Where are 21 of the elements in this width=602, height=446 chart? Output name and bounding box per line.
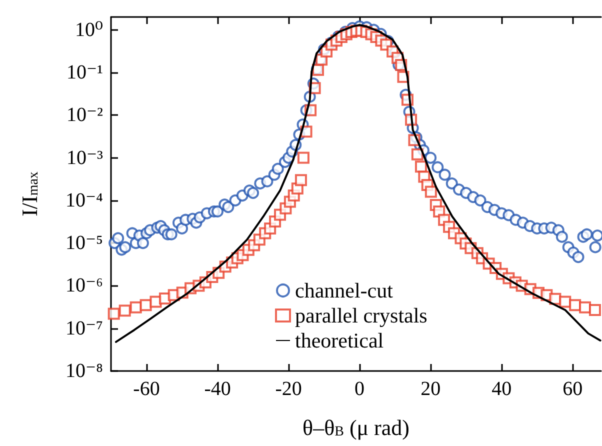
- y-tick-label: 10⁻⁴: [65, 189, 104, 212]
- y-tick-label: 10⁰: [74, 18, 103, 41]
- legend-label: channel-cut: [295, 278, 394, 302]
- y-tick-label: 10⁻⁸: [65, 360, 104, 382]
- y-tick-label: 10⁻⁷: [65, 317, 104, 340]
- y-tick-label: 10⁻³: [66, 146, 103, 169]
- y-tick-label: 10⁻²: [66, 104, 103, 126]
- x-axis-title: θ–θB (μ rad): [302, 414, 410, 440]
- x-tick-label: -40: [204, 378, 231, 400]
- legend-label: theoretical: [295, 328, 384, 352]
- y-tick-label: 10⁻⁵: [65, 232, 103, 254]
- x-tick-label: 20: [420, 378, 441, 400]
- y-axis-title: I/Imax: [17, 172, 42, 216]
- x-tick-label: 60: [562, 378, 583, 400]
- x-tick-label: 0: [354, 378, 365, 400]
- x-tick-label: 40: [492, 378, 512, 400]
- y-tick-label: 10⁻⁶: [65, 274, 104, 297]
- x-tick-label: -20: [275, 378, 302, 400]
- y-tick-label: 10⁻¹: [66, 61, 103, 84]
- x-tick-label: -60: [133, 378, 160, 400]
- legend-label: parallel crystals: [295, 304, 428, 328]
